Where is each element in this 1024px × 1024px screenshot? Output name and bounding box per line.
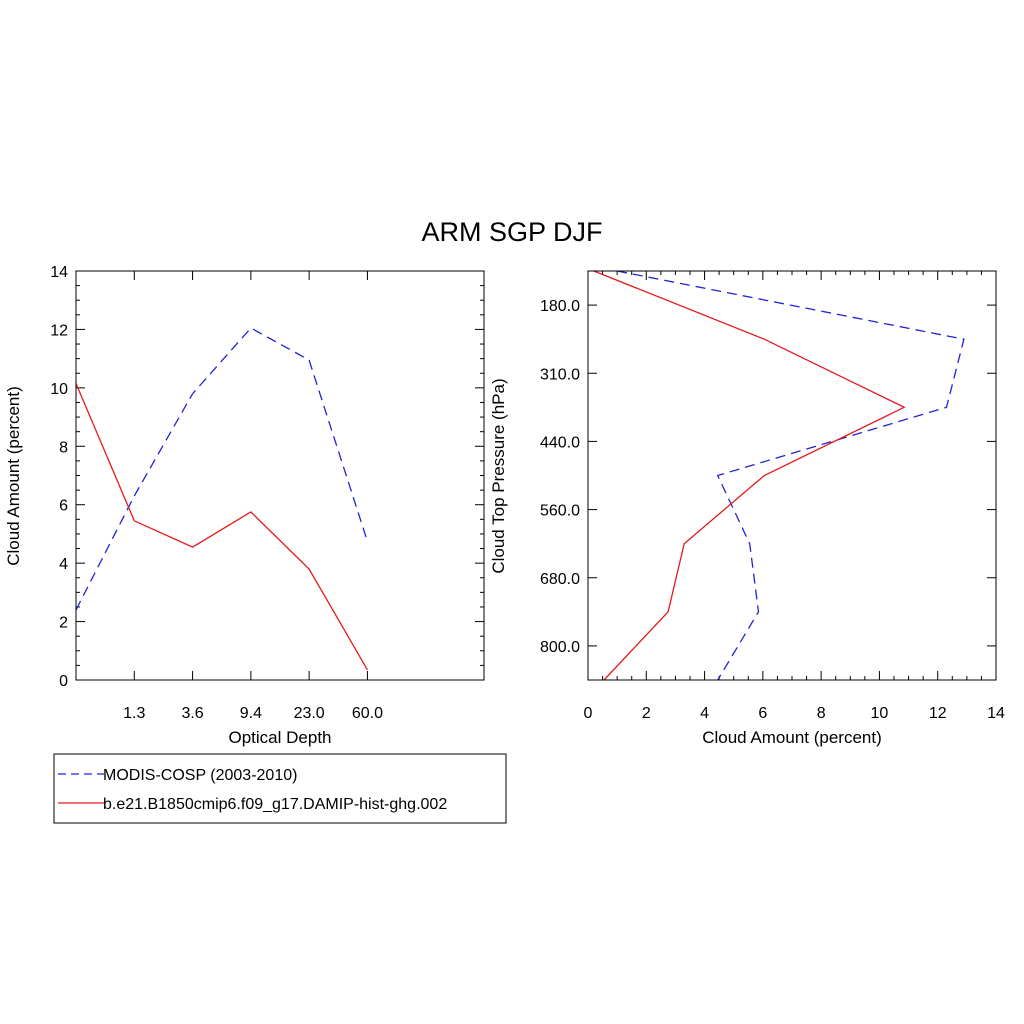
x-tick-label-1-3: 1.3 bbox=[123, 705, 145, 722]
y-tick-label-4: 4 bbox=[59, 556, 68, 573]
legend-box bbox=[53, 753, 507, 824]
y-tick-label-6: 6 bbox=[59, 498, 68, 515]
x-tick-label-60-0: 60.0 bbox=[352, 705, 383, 722]
left-chart-y-tick-labels: 0 2 4 6 8 10 12 14 bbox=[50, 264, 68, 690]
y-tick-label-14: 14 bbox=[50, 264, 68, 281]
x-tick-label-0: 0 bbox=[584, 705, 593, 722]
left-chart: 0 2 4 6 8 10 12 14 1.3 3.6 9.4 23.0 60.0 Optical De… bbox=[4, 264, 485, 747]
x-tick-label-8: 8 bbox=[817, 705, 826, 722]
y-tick-label-2: 2 bbox=[59, 615, 68, 632]
x-tick-label-23-0: 23.0 bbox=[294, 705, 325, 722]
x-tick-label-10: 10 bbox=[871, 705, 889, 722]
y-tick-label-560-0: 560.0 bbox=[540, 503, 580, 520]
right-chart: 180.0 310.0 440.0 560.0 680.0 800.0 0 2 4 6 8 10 12… bbox=[489, 270, 1005, 747]
x-tick-label-4: 4 bbox=[700, 705, 709, 722]
x-tick-label-9-4: 9.4 bbox=[240, 705, 262, 722]
y-tick-label-800-0: 800.0 bbox=[540, 639, 580, 656]
left-chart-frame bbox=[75, 270, 485, 681]
left-chart-x-tick-labels: 1.3 3.6 9.4 23.0 60.0 bbox=[123, 705, 383, 722]
x-tick-label-6: 6 bbox=[758, 705, 767, 722]
right-chart-grid-ticks bbox=[587, 271, 997, 680]
legend-label-model: b.e21.B1850cmip6.f09_g17.DAMIP-hist-ghg.… bbox=[103, 796, 447, 813]
y-tick-label-8: 8 bbox=[59, 439, 68, 456]
series-line-modis-cosp-2003-2010 bbox=[616, 270, 965, 681]
y-tick-label-180-0: 180.0 bbox=[540, 298, 580, 315]
left-chart-x-axis-title: Optical Depth bbox=[229, 728, 332, 747]
x-tick-label-2: 2 bbox=[642, 705, 651, 722]
right-chart-y-axis-title: Cloud Top Pressure (hPa) bbox=[489, 378, 508, 573]
left-chart-y-axis-title: Cloud Amount (percent) bbox=[4, 386, 23, 566]
y-tick-label-12: 12 bbox=[50, 322, 68, 339]
figure-title: ARM SGP DJF bbox=[421, 217, 602, 247]
right-chart-x-tick-labels: 0 2 4 6 8 10 12 14 bbox=[584, 705, 1005, 722]
left-chart-series bbox=[75, 327, 369, 671]
right-chart-y-tick-labels: 180.0 310.0 440.0 560.0 680.0 800.0 bbox=[540, 298, 580, 656]
series-line-b-e21-b1850cmip6-f09-g17-damip-hist-ghg-002 bbox=[593, 270, 906, 681]
y-tick-label-680-0: 680.0 bbox=[540, 571, 580, 588]
y-tick-label-310-0: 310.0 bbox=[540, 366, 580, 383]
right-chart-x-axis-title: Cloud Amount (percent) bbox=[702, 728, 882, 747]
x-tick-label-14: 14 bbox=[987, 705, 1005, 722]
right-chart-frame bbox=[587, 270, 997, 681]
y-tick-label-10: 10 bbox=[50, 381, 68, 398]
right-chart-series bbox=[593, 270, 965, 681]
legend: MODIS-COSP (2003-2010) b.e21.B1850cmip6.… bbox=[53, 753, 507, 824]
series-line-modis-cosp-2003-2010 bbox=[75, 327, 369, 611]
x-tick-label-3-6: 3.6 bbox=[181, 705, 203, 722]
y-tick-label-0: 0 bbox=[59, 673, 68, 690]
left-chart-grid-ticks bbox=[76, 270, 484, 681]
x-tick-label-12: 12 bbox=[929, 705, 947, 722]
series-line-b-e21-b1850cmip6-f09-g17-damip-hist-ghg-002 bbox=[75, 383, 368, 671]
y-tick-label-440-0: 440.0 bbox=[540, 434, 580, 451]
legend-label-obs: MODIS-COSP (2003-2010) bbox=[103, 767, 297, 784]
